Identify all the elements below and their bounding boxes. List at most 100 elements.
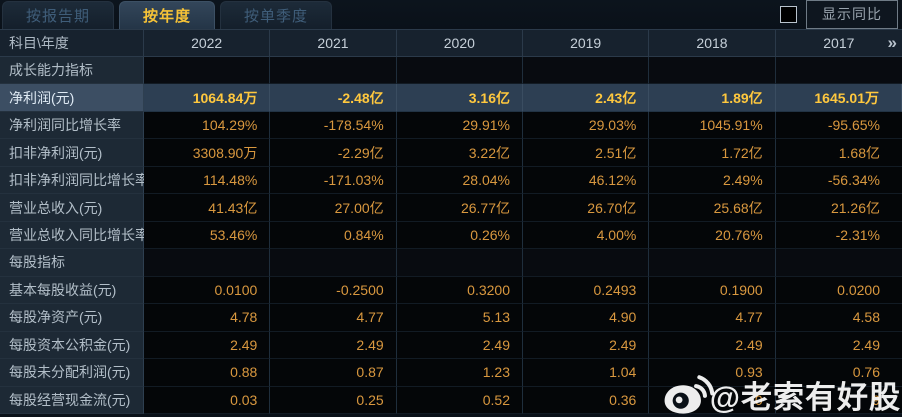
cell-value: 28.04% (396, 166, 523, 195)
row-label: 每股资本公积金(元) (0, 331, 144, 360)
cell-value: 1645.01万 (775, 84, 902, 112)
cell-value (396, 249, 523, 277)
show-yoy-checkbox[interactable] (780, 6, 797, 23)
cell-value: -171.03% (270, 166, 397, 195)
cell-value: 2.49 (775, 331, 902, 360)
cell-value: -2.31% (775, 221, 902, 250)
cell-value (775, 57, 902, 85)
cell-value: 4.78 (144, 304, 271, 332)
cell-value: 114.48% (144, 166, 271, 195)
cell-value: 0.2493 (523, 276, 650, 305)
cell-value: 1064.84万 (144, 84, 271, 112)
cell-value: 4.90 (523, 304, 650, 332)
row-label: 扣非净利润(元) (0, 139, 144, 167)
tab-bar: 按报告期 按年度 按单季度 显示同比 (0, 0, 902, 30)
cell-value: 2.49 (396, 331, 523, 360)
table-row: 扣非净利润同比增长率 114.48% -171.03% 28.04% 46.12% 2.4… (0, 166, 902, 195)
cell-value: 2.49 (523, 331, 650, 360)
section-row: 成长能力指标 (0, 57, 902, 85)
cell-value (270, 249, 397, 277)
cell-value: 1.68亿 (775, 139, 902, 167)
cell-value: -2.48亿 (270, 84, 397, 112)
cell-value: 0.03 (144, 386, 271, 414)
row-label: 扣非净利润同比增长率 (0, 166, 149, 195)
year-column-header: 2017 » (776, 30, 902, 56)
more-years-chevron-icon[interactable]: » (887, 33, 898, 52)
cell-value: 0.26% (396, 221, 523, 250)
cell-value (523, 249, 650, 277)
cell-value: 26.77亿 (396, 194, 523, 222)
cell-value: 0.88 (144, 359, 271, 387)
cell-value: 29.91% (396, 111, 523, 140)
cell-value: -2.29亿 (270, 139, 397, 167)
cell-value: -95.65% (775, 111, 902, 140)
row-label: 基本每股收益(元) (0, 276, 144, 305)
cell-value: 2.49 (144, 331, 271, 360)
cell-value: 0.36 (523, 386, 650, 414)
cell-value: 1045.91% (649, 111, 776, 140)
cell-value: 46.12% (523, 166, 650, 195)
cell-value: 25.68亿 (649, 194, 776, 222)
cell-value (144, 249, 271, 277)
cell-value (396, 57, 523, 85)
cell-value: 2.49% (649, 166, 776, 195)
cell-value: 1.89亿 (649, 84, 776, 112)
cell-value: 20.76% (649, 221, 776, 250)
row-label: 每股未分配利润(元) (0, 359, 144, 387)
cell-value: 3.22亿 (396, 139, 523, 167)
table-row: 净利润(元) 1064.84万 -2.48亿 3.16亿 2.43亿 1.89亿 1645.… (0, 84, 902, 112)
cell-value (523, 57, 650, 85)
table-row: 营业总收入同比增长率 53.46% 0.84% 0.26% 4.00% 20.76% -2.… (0, 221, 902, 250)
year-label: 2017 (823, 35, 855, 51)
cell-value: 0.0200 (775, 276, 902, 305)
table-row: 每股未分配利润(元) 0.88 0.87 1.23 1.04 0.93 0.76 (0, 359, 902, 387)
row-label: 成长能力指标 (0, 57, 144, 85)
tab-by-year[interactable]: 按年度 (119, 1, 216, 29)
cell-value: 29.03% (523, 111, 650, 140)
cell-value: 0.76 (775, 359, 902, 387)
cell-value: 2.49 (270, 331, 397, 360)
table-row: 每股净资产(元) 4.78 4.77 5.13 4.90 4.77 4.58 (0, 304, 902, 332)
year-column-header: 2019 (523, 30, 650, 56)
cell-value: 2.49 (649, 331, 776, 360)
year-column-header: 2022 (144, 30, 271, 56)
cell-value: 2.51亿 (523, 139, 650, 167)
year-column-header: 2018 (649, 30, 776, 56)
cell-value: -0.2500 (270, 276, 397, 305)
cell-value (649, 249, 776, 277)
cell-value: 0.84% (270, 221, 397, 250)
table-row: 净利润同比增长率 104.29% -178.54% 29.91% 29.03% 1045.… (0, 111, 902, 140)
table-row: 营业总收入(元) 41.43亿 27.00亿 26.77亿 26.70亿 25.68亿 21… (0, 194, 902, 222)
cell-value: 104.29% (144, 111, 271, 140)
year-column-header: 2021 (270, 30, 397, 56)
cell-value (775, 249, 902, 277)
row-label: 净利润(元) (0, 84, 144, 112)
cell-value: 4.58 (775, 304, 902, 332)
cell-value: 26.70亿 (523, 194, 650, 222)
tab-by-quarter[interactable]: 按单季度 (220, 1, 333, 29)
row-label: 净利润同比增长率 (0, 111, 144, 140)
cell-value: -56.34% (775, 166, 902, 195)
cell-value (270, 57, 397, 85)
table-row: 每股资本公积金(元) 2.49 2.49 2.49 2.49 2.49 2.49 (0, 331, 902, 360)
cell-value: 0.3200 (396, 276, 523, 305)
row-label: 营业总收入(元) (0, 194, 144, 222)
row-label: 每股经营现金流(元) (0, 386, 144, 414)
cell-value: 21.26亿 (775, 194, 902, 222)
row-label: 每股净资产(元) (0, 304, 144, 332)
table-row: 基本每股收益(元) 0.0100 -0.2500 0.3200 0.2493 0.1900… (0, 276, 902, 305)
cell-value: 9 (775, 386, 902, 414)
tab-report-period[interactable]: 按报告期 (2, 1, 115, 29)
cell-value: 0.25 (270, 386, 397, 414)
section-row: 每股指标 (0, 249, 902, 277)
cell-value: 0.1900 (649, 276, 776, 305)
cell-value: 4.77 (649, 304, 776, 332)
cell-value: 0 (649, 386, 776, 414)
cell-value (144, 57, 271, 85)
show-yoy-button[interactable]: 显示同比 (806, 0, 898, 29)
table-body: 成长能力指标 净利润(元) 1064.84万 -2.48亿 3.16亿 2.43亿 1.89… (0, 57, 902, 414)
cell-value: 0.0100 (144, 276, 271, 305)
cell-value: -178.54% (270, 111, 397, 140)
table-header: 科目\年度 2022 2021 2020 2019 2018 2017 » (0, 30, 902, 57)
cell-value: 1.04 (523, 359, 650, 387)
